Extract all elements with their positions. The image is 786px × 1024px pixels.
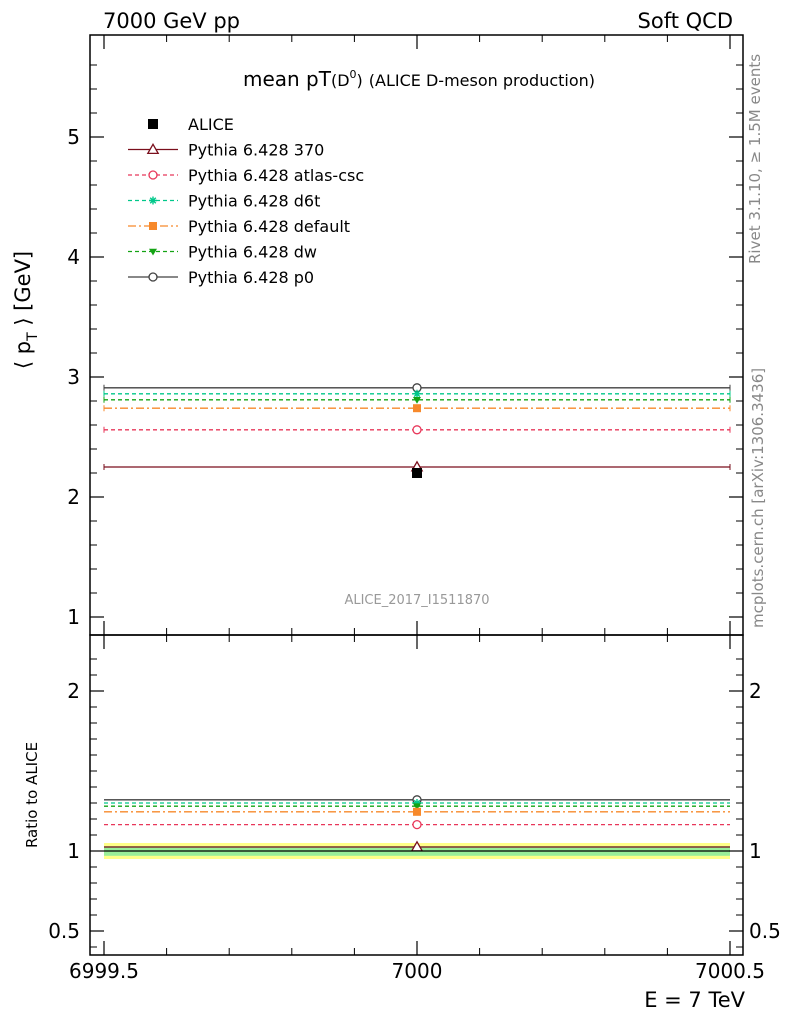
legend-marker-pythia-6-428-p0 xyxy=(148,272,158,282)
ylabel-main: ⟨ p xyxy=(11,341,35,369)
analysis-label: ALICE_2017_I1511870 xyxy=(344,593,489,608)
legend-label-alice: ALICE xyxy=(188,115,234,134)
title-paren-close: ) xyxy=(357,71,363,90)
header-left: 7000 GeV pp xyxy=(103,9,240,33)
legend-label-pythia-6-428-p0: Pythia 6.428 p0 xyxy=(188,268,314,287)
x-axis-label: E = 7 TeV xyxy=(644,988,745,1012)
title-main: mean pT xyxy=(243,67,332,91)
series-layer xyxy=(103,383,731,852)
legend-label-pythia-6-428-d6t: Pythia 6.428 d6t xyxy=(188,192,320,211)
ylabel-sub: T xyxy=(25,332,41,342)
ylabel-end: ⟩ [GeV] xyxy=(11,251,35,333)
legend-marker-pythia-6-428-default xyxy=(149,222,157,230)
legend-marker-pythia-6-428-d6t xyxy=(149,196,157,205)
y-tick-label: 1 xyxy=(67,605,80,629)
point-pythia-6-428-dw xyxy=(413,397,421,404)
point-pythia-6-428-d6t xyxy=(413,389,421,398)
legend-marker-alice xyxy=(148,119,158,129)
ratio-tick-label: 0.5 xyxy=(48,919,80,943)
y-tick-label: 4 xyxy=(67,245,80,269)
ratio-tick-label-right: 0.5 xyxy=(749,919,781,943)
ratio-point-pythia-6-428-atlas-csc xyxy=(412,819,422,830)
y-axis-label: ⟨ pT ⟩ [GeV] xyxy=(11,251,41,369)
ratio-tick-label: 1 xyxy=(67,839,80,863)
ratio-point-pythia-6-428-d6t xyxy=(413,799,421,807)
x-tick-label: 6999.5 xyxy=(69,959,139,983)
point-pythia-6-428-atlas-csc xyxy=(412,425,422,435)
x-tick-label: 7000.5 xyxy=(695,959,765,983)
point-pythia-6-428-default xyxy=(413,404,421,413)
legend-label-pythia-6-428-dw: Pythia 6.428 dw xyxy=(188,243,317,262)
title-paren-open: (D xyxy=(331,71,350,90)
ratio-tick-label: 2 xyxy=(67,679,80,703)
ratio-point-pythia-6-428-default xyxy=(413,807,421,816)
legend-label-pythia-6-428-370: Pythia 6.428 370 xyxy=(188,141,324,160)
legend: ALICE Pythia 6.428 370 Pythia 6.428 atlas-… xyxy=(128,115,364,287)
y-tick-label: 2 xyxy=(67,485,80,509)
x-tick-label: 7000 xyxy=(392,959,443,983)
title-sup: 0 xyxy=(350,68,357,81)
legend-label-pythia-6-428-default: Pythia 6.428 default xyxy=(188,217,350,236)
point-alice xyxy=(412,468,422,478)
legend-marker-pythia-6-428-dw xyxy=(149,248,157,256)
title-sub: (ALICE D-meson production) xyxy=(369,71,595,90)
ratio-y-axis-label: Ratio to ALICE xyxy=(23,742,41,848)
rivet-label: Rivet 3.1.10, ≥ 1.5M events xyxy=(746,54,764,264)
ratio-tick-label-right: 1 xyxy=(749,839,762,863)
y-tick-label: 3 xyxy=(67,365,80,389)
legend-label-pythia-6-428-atlas-csc: Pythia 6.428 atlas-csc xyxy=(188,166,364,185)
ratio-tick-label-right: 2 xyxy=(749,679,762,703)
legend-marker-pythia-6-428-atlas-csc xyxy=(148,170,158,180)
header-right: Soft QCD xyxy=(638,9,733,33)
mcplots-label: mcplots.cern.ch [arXiv:1306.3436] xyxy=(749,368,767,628)
ratio-panel-frame xyxy=(89,634,744,956)
axis-ticks: 1 2 3 4 5 0.5 0.5 1 1 2 2 6999.5 7000 7000.5 xyxy=(48,35,781,983)
y-tick-label: 5 xyxy=(67,125,80,149)
legend-marker-pythia-6-428-370 xyxy=(146,142,160,155)
chart-title: mean pT(D0) (ALICE D-meson production) xyxy=(243,67,595,91)
ratio-point-pythia-6-428-dw xyxy=(413,803,421,811)
